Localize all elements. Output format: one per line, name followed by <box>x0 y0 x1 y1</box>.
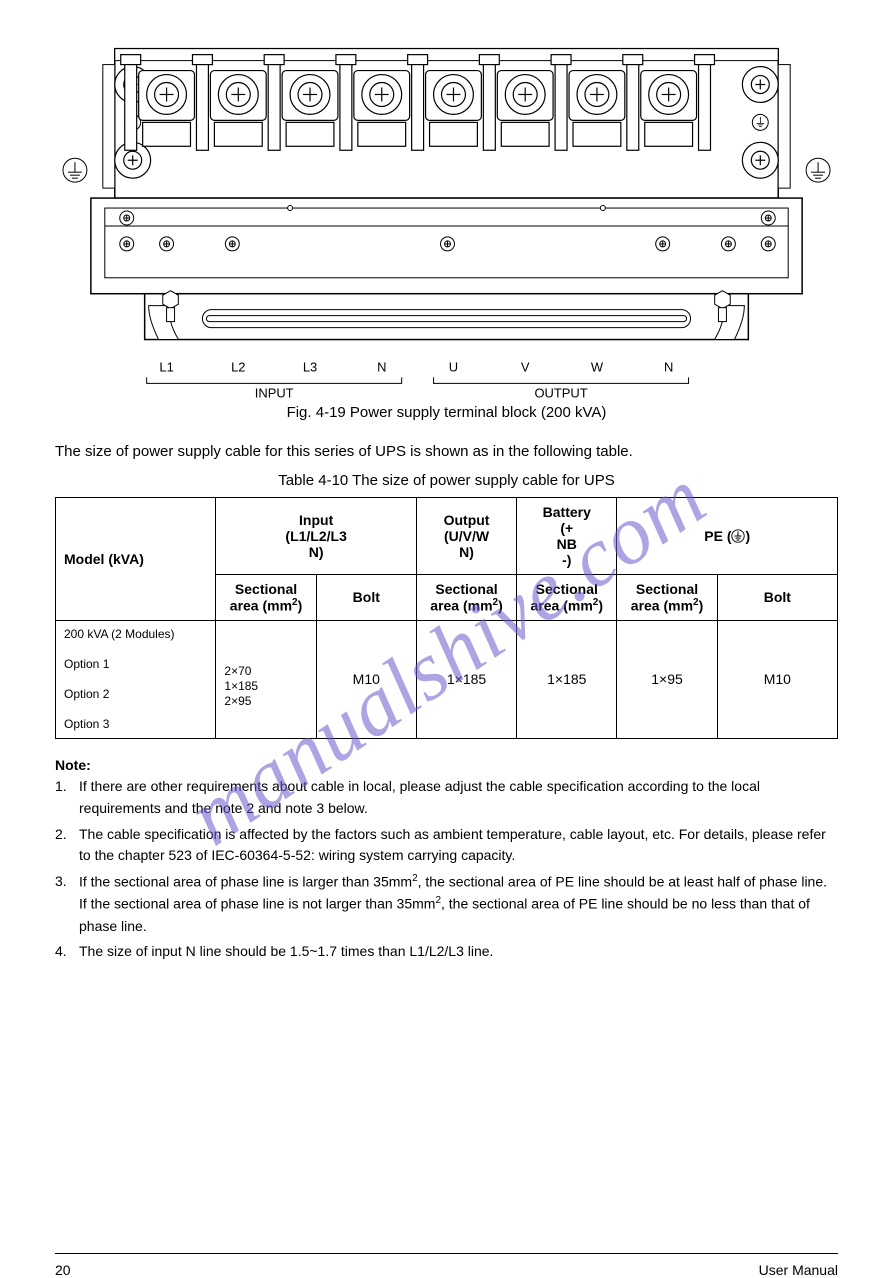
svg-text:L3: L3 <box>303 359 317 374</box>
th-input-sec: Sectionalarea (mm2) <box>216 575 316 621</box>
svg-text:U: U <box>449 359 458 374</box>
terminal-svg: ⏚ ⏚ <box>55 40 838 400</box>
th-battery: Battery(+NB-) <box>517 498 617 575</box>
svg-text:N: N <box>664 359 673 374</box>
th-input: Input(L1/L2/L3N) <box>216 498 417 575</box>
svg-text:OUTPUT: OUTPUT <box>534 385 587 400</box>
footer-rule <box>55 1253 838 1254</box>
th-bat-sec: Sectionalarea (mm2) <box>517 575 617 621</box>
power-terminal-diagram: ⏚ ⏚ <box>55 40 838 400</box>
svg-text:V: V <box>521 359 530 374</box>
th-model: Model (kVA) <box>56 498 216 621</box>
svg-text:N: N <box>377 359 386 374</box>
table-header-row-1: Model (kVA) Input(L1/L2/L3N) Output(U/V/… <box>56 498 838 575</box>
intro-text: The size of power supply cable for this … <box>55 443 838 460</box>
th-pe: PE () <box>617 498 838 575</box>
footer-page: 20 <box>55 1262 71 1278</box>
table-caption: Table 4-10 The size of power supply cabl… <box>55 472 838 489</box>
svg-text:INPUT: INPUT <box>255 385 294 400</box>
cable-size-table: Model (kVA) Input(L1/L2/L3N) Output(U/V/… <box>55 497 838 739</box>
table-row: 200 kVA (2 Modules) Option 1 Option 2 Op… <box>56 620 838 738</box>
svg-text:W: W <box>591 359 604 374</box>
figure-caption: Fig. 4-19 Power supply terminal block (2… <box>55 404 838 421</box>
th-pe-sec: Sectionalarea (mm2) <box>617 575 717 621</box>
th-out-sec: Sectionalarea (mm2) <box>416 575 516 621</box>
th-pe-bolt: Bolt <box>717 575 837 621</box>
notes-label: Note: <box>55 757 91 773</box>
th-output: Output(U/V/WN) <box>416 498 516 575</box>
footer-title: User Manual <box>759 1262 838 1278</box>
th-input-bolt: Bolt <box>316 575 416 621</box>
note-item: 3.If the sectional area of phase line is… <box>55 871 838 937</box>
note-item: 1.If there are other requirements about … <box>55 776 838 819</box>
note-item: 2.The cable specification is affected by… <box>55 824 838 867</box>
svg-text:⏚: ⏚ <box>754 115 766 129</box>
svg-text:L1: L1 <box>159 359 173 374</box>
notes-block: Note: 1.If there are other requirements … <box>55 755 838 964</box>
note-item: 4.The size of input N line should be 1.5… <box>55 941 838 963</box>
svg-text:L2: L2 <box>231 359 245 374</box>
